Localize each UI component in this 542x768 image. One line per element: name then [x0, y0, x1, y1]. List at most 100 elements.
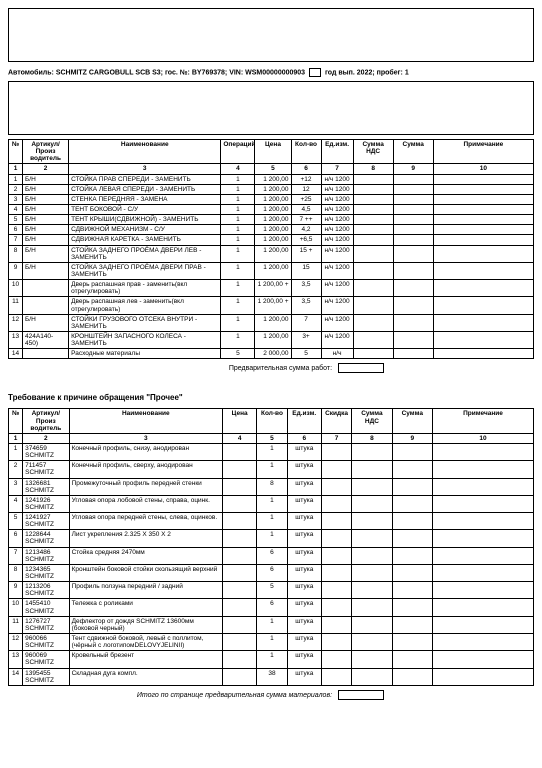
cell	[432, 513, 533, 530]
cell	[432, 599, 533, 616]
works-table: №Артикул/Произ водительНаименованиеОпера…	[8, 139, 534, 359]
cell: 11	[9, 297, 23, 314]
cell: Б/Н	[23, 314, 69, 331]
cell: 5	[9, 215, 23, 225]
cell	[393, 314, 433, 331]
cell: 9	[9, 582, 23, 599]
cell	[353, 235, 393, 245]
cell: 1	[257, 461, 287, 478]
cell	[433, 225, 533, 235]
col-header: Скидка	[321, 409, 351, 433]
cell: +12	[291, 174, 321, 184]
cell: Б/Н	[23, 245, 69, 262]
cell	[223, 651, 257, 668]
cell: 1	[257, 616, 287, 633]
cell: 13	[9, 331, 23, 348]
cell: 6	[9, 225, 23, 235]
cell	[433, 349, 533, 359]
cell: 3,5	[291, 280, 321, 297]
cell	[432, 582, 533, 599]
cell	[23, 280, 69, 297]
cell	[353, 331, 393, 348]
cell: штука	[287, 495, 321, 512]
cell: штука	[287, 616, 321, 633]
cell: н/ч 1200	[321, 194, 353, 204]
cell: 1455410 SCHMITZ	[23, 599, 69, 616]
cell	[223, 443, 257, 460]
cell: СТЕНКА ПЕРЕДНЯЯ - ЗАМЕНА	[69, 194, 221, 204]
cell	[352, 443, 392, 460]
cell	[432, 651, 533, 668]
cell	[321, 651, 351, 668]
cell: н/ч 1200	[321, 215, 353, 225]
cell	[353, 225, 393, 235]
cell	[432, 478, 533, 495]
cell: штука	[287, 443, 321, 460]
cell: 711457 SCHMITZ	[23, 461, 69, 478]
cell	[352, 495, 392, 512]
cell: Конечный профиль, снизу, анодирован	[69, 443, 222, 460]
cell	[352, 634, 392, 651]
cell: 3+	[291, 331, 321, 348]
cell	[432, 668, 533, 685]
cell	[393, 262, 433, 279]
col-header: №	[9, 140, 23, 164]
cell: Стойка средняя 2470мм	[69, 547, 222, 564]
cell	[393, 174, 433, 184]
cell	[433, 174, 533, 184]
materials-footer: Итого по странице предварительная сумма …	[8, 688, 534, 706]
cell: 1 200,00	[255, 184, 291, 194]
cell	[433, 314, 533, 331]
cell: 1	[221, 225, 255, 235]
cell: 9	[9, 262, 23, 279]
cell: 1228644 SCHMITZ	[23, 530, 69, 547]
cell: 1	[221, 314, 255, 331]
cell	[353, 297, 393, 314]
cell	[321, 443, 351, 460]
cell: СТОЙКА ЗАДНЕГО ПРОЁМА ДВЕРИ ПРАВ - ЗАМЕН…	[69, 262, 221, 279]
cell: 1	[221, 235, 255, 245]
cell	[433, 262, 533, 279]
col-header: Наименование	[69, 409, 222, 433]
cell: Угловая опора передней стены, слева, оци…	[69, 513, 222, 530]
cell	[321, 513, 351, 530]
cell: 1	[221, 280, 255, 297]
col-header: Кол-во	[291, 140, 321, 164]
cell: 5	[291, 349, 321, 359]
materials-table: №Артикул/Произ водительНаименованиеЦенаК…	[8, 408, 534, 686]
cell: 2 000,00	[255, 349, 291, 359]
cell: 6	[257, 564, 287, 581]
cell	[392, 513, 432, 530]
cell	[352, 461, 392, 478]
col-header: Сумма НДС	[353, 140, 393, 164]
col-header: Сумма НДС	[352, 409, 392, 433]
col-header: Ед.изм.	[321, 140, 353, 164]
cell: штука	[287, 599, 321, 616]
cell: 1276727 SCHMITZ	[23, 616, 69, 633]
cell	[352, 668, 392, 685]
cell	[393, 225, 433, 235]
cell	[352, 547, 392, 564]
cell: 1	[257, 651, 287, 668]
cell: 1	[9, 174, 23, 184]
cell	[321, 495, 351, 512]
col-header: Цена	[255, 140, 291, 164]
cell	[392, 634, 432, 651]
cell: 6	[9, 530, 23, 547]
cell	[321, 564, 351, 581]
cell	[432, 616, 533, 633]
cell: 424A140-450)	[23, 331, 69, 348]
cell	[392, 599, 432, 616]
cell: 1	[221, 245, 255, 262]
cell	[433, 204, 533, 214]
cell	[352, 530, 392, 547]
cell: штука	[287, 547, 321, 564]
cell	[432, 495, 533, 512]
cell: Б/Н	[23, 194, 69, 204]
cell	[392, 616, 432, 633]
cell: 14	[9, 668, 23, 685]
cell: Дефлектор от дождя SCHMITZ 13600мм (боко…	[69, 616, 222, 633]
cell: СТОЙКИ ГРУЗОВОГО ОТСЕКА ВНУТРИ - ЗАМЕНИТ…	[69, 314, 221, 331]
cell: 1	[221, 331, 255, 348]
cell	[432, 634, 533, 651]
